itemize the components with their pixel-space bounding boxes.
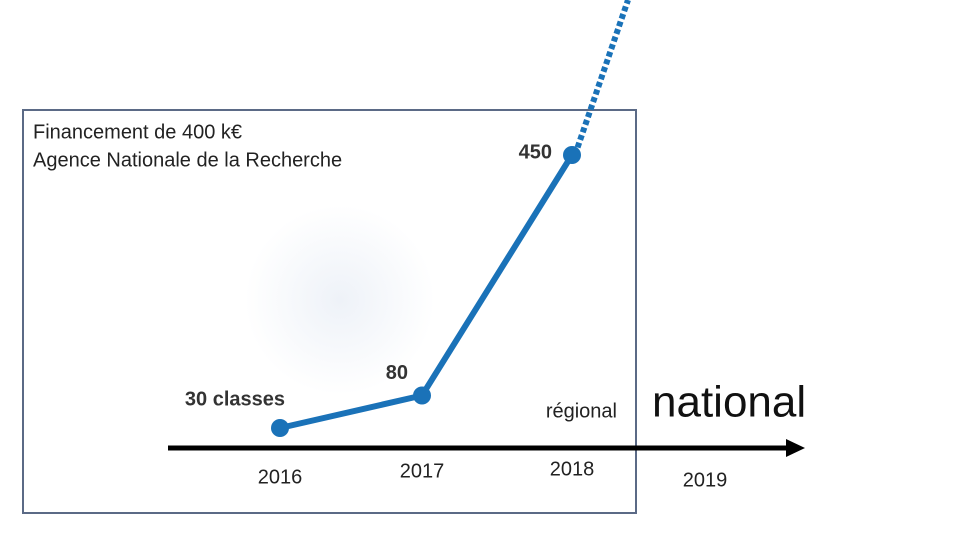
frame [22,109,637,514]
x-tick-label: 2018 [550,458,595,480]
x-tick-label: 2017 [400,460,445,482]
projection-line [572,0,631,156]
data-label: 30 classes [185,388,285,410]
point [271,419,289,437]
title-line: Agence Nationale de la Recherche [33,149,342,171]
point [563,146,581,164]
annotation: national [652,378,806,427]
point [413,386,431,405]
x-tick-label: 2019 [683,469,728,491]
title-line: Financement de 400 k€ [33,121,242,143]
x-tick-label: 2016 [258,466,303,488]
data-label: 450 [519,141,552,163]
time-axis-arrow [786,439,805,457]
annotation: régional [546,400,617,422]
data-label: 80 [386,362,408,384]
logo-background [245,205,435,395]
